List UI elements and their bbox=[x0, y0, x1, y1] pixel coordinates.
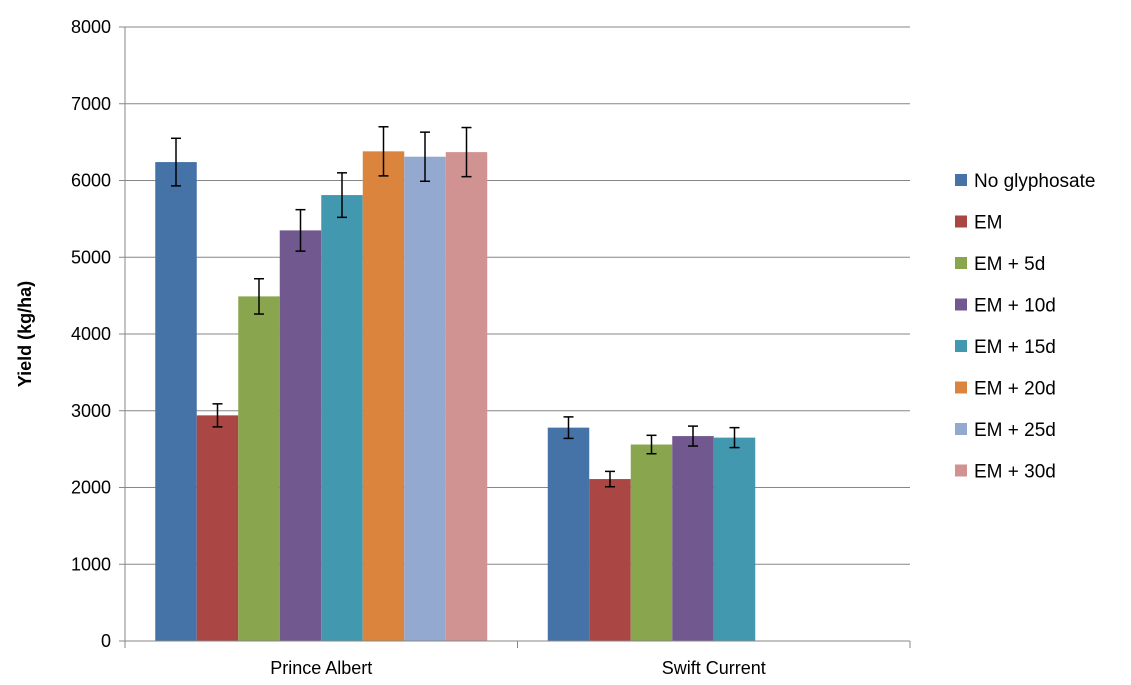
y-tick-label: 3000 bbox=[71, 401, 111, 421]
legend-item: EM + 15d bbox=[955, 337, 1056, 358]
x-tick-label: Swift Current bbox=[662, 658, 766, 678]
legend-label: EM + 5d bbox=[974, 254, 1045, 275]
legend: No glyphosate EM EM + 5d EM + 10d EM + 15d EM… bbox=[955, 171, 1095, 483]
bar bbox=[155, 162, 197, 641]
y-tick-label: 2000 bbox=[71, 478, 111, 498]
y-tick-label: 8000 bbox=[71, 17, 111, 37]
bar-series bbox=[155, 151, 756, 642]
bar bbox=[404, 156, 446, 641]
legend-label: EM + 20d bbox=[974, 379, 1056, 400]
bar bbox=[279, 230, 322, 641]
bar bbox=[196, 415, 239, 641]
bar bbox=[630, 444, 673, 641]
legend-label: EM + 30d bbox=[974, 462, 1056, 483]
bar bbox=[362, 151, 405, 641]
legend-swatch bbox=[955, 215, 967, 228]
error-bar bbox=[688, 425, 698, 447]
legend-swatch bbox=[955, 174, 967, 186]
error-bar bbox=[171, 137, 181, 187]
legend-item: EM + 30d bbox=[955, 462, 1056, 483]
legend-item: EM + 5d bbox=[955, 254, 1045, 275]
error-bar bbox=[295, 208, 306, 252]
error-bar bbox=[378, 126, 389, 177]
legend-item: EM + 25d bbox=[955, 420, 1056, 441]
legend-swatch bbox=[955, 298, 967, 311]
y-tick-label: 4000 bbox=[71, 324, 111, 344]
bar bbox=[672, 436, 714, 641]
legend-label: EM + 25d bbox=[974, 420, 1056, 441]
y-axis-label: Yield (kg/ha) bbox=[15, 281, 35, 387]
legend-item: EM bbox=[955, 213, 1003, 234]
error-bar bbox=[254, 277, 264, 315]
legend-item: EM + 10d bbox=[955, 296, 1056, 317]
bar bbox=[547, 427, 590, 641]
x-tick-labels: Prince Albert Swift Current bbox=[270, 658, 766, 678]
error-bar bbox=[605, 470, 615, 488]
legend-label: EM + 10d bbox=[974, 296, 1056, 317]
y-tick-label: 6000 bbox=[71, 171, 111, 191]
error-bar bbox=[420, 131, 430, 183]
error-bar bbox=[337, 172, 347, 219]
legend-item: EM + 20d bbox=[955, 379, 1056, 400]
legend-swatch bbox=[955, 381, 967, 394]
bar bbox=[589, 479, 631, 641]
bar bbox=[713, 437, 756, 641]
legend-swatch bbox=[955, 464, 967, 477]
bar bbox=[445, 152, 488, 642]
y-tick-labels: 0 1000 2000 3000 4000 5000 6000 7000 8000 bbox=[71, 17, 111, 651]
x-tick-label: Prince Albert bbox=[270, 658, 372, 678]
error-bar bbox=[461, 126, 472, 178]
legend-swatch bbox=[955, 340, 967, 352]
y-tick-label: 1000 bbox=[71, 554, 111, 574]
legend-label: EM + 15d bbox=[974, 337, 1056, 358]
y-tick-label: 0 bbox=[101, 631, 111, 651]
legend-swatch bbox=[955, 423, 967, 435]
error-bar bbox=[212, 403, 223, 428]
bar bbox=[238, 296, 280, 641]
error-bar bbox=[729, 426, 740, 449]
error-bar bbox=[563, 416, 574, 440]
error-bar bbox=[646, 434, 657, 455]
legend-swatch bbox=[955, 257, 967, 269]
y-tick-label: 5000 bbox=[71, 247, 111, 267]
axes bbox=[119, 26, 911, 648]
error-bars bbox=[171, 126, 740, 488]
y-tick-label: 7000 bbox=[71, 94, 111, 114]
legend-label: EM bbox=[974, 213, 1003, 234]
legend-label: No glyphosate bbox=[974, 171, 1095, 192]
bar bbox=[321, 195, 363, 641]
legend-item: No glyphosate bbox=[955, 171, 1095, 192]
